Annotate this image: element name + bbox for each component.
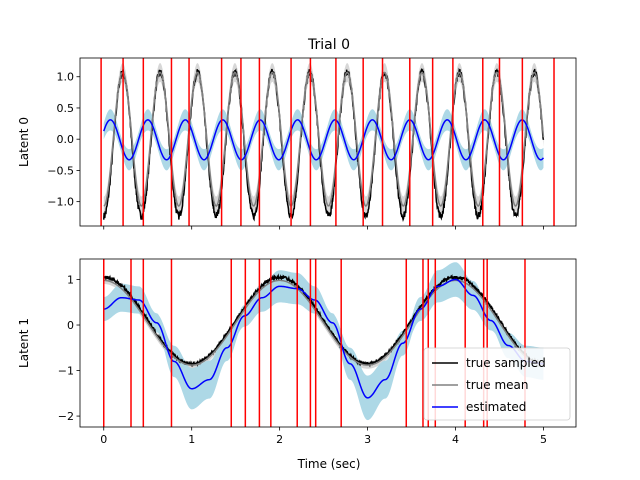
y-tick-label: 1.0 — [57, 71, 75, 84]
x-axis-label: Time (sec) — [297, 457, 361, 471]
legend-box — [423, 347, 571, 421]
true-mean-line — [103, 279, 544, 366]
x-tick-label: 4 — [452, 433, 459, 446]
x-tick-label: 0 — [100, 433, 107, 446]
legend-label-true-sampled: true sampled — [466, 356, 546, 370]
x-tick-label: 5 — [540, 433, 547, 446]
plot-area — [102, 259, 544, 427]
estimated-band — [103, 262, 544, 421]
y-tick-label: 0.5 — [57, 102, 75, 115]
subplot-latent-0: 1.0 0.5 0.0 −0.5 −1.0 Latent 0 — [17, 57, 577, 230]
y-tick-label: 0.0 — [57, 133, 75, 146]
legend-label-true-mean: true mean — [466, 378, 528, 392]
y-axis-label: Latent 1 — [17, 318, 31, 368]
y-axis-label: Latent 0 — [17, 117, 31, 167]
axes-frame — [79, 258, 577, 428]
x-tick-label: 1 — [188, 433, 195, 446]
x-tick-label: 2 — [276, 433, 283, 446]
plot-area — [100, 58, 555, 226]
y-tick-label: −0.5 — [47, 164, 74, 177]
legend: true sampled true mean estimated — [423, 347, 571, 421]
estimated-line — [103, 119, 545, 161]
y-tick-label: 1 — [67, 273, 74, 286]
y-tick-label: 0 — [67, 319, 74, 332]
axes-frame — [79, 57, 577, 227]
estimated-line — [103, 278, 544, 399]
subplot-latent-1: 1 0 −1 −2 0 1 2 3 4 5 Latent 1 — [17, 258, 577, 446]
legend-label-estimated: estimated — [466, 400, 526, 414]
y-tick-label: −1 — [58, 365, 74, 378]
y-tick-label: −1.0 — [47, 196, 74, 209]
x-tick-label: 3 — [364, 433, 371, 446]
true-sampled-line — [103, 273, 544, 368]
y-tick-label: −2 — [58, 410, 74, 423]
chart-title: Trial 0 — [307, 37, 350, 53]
